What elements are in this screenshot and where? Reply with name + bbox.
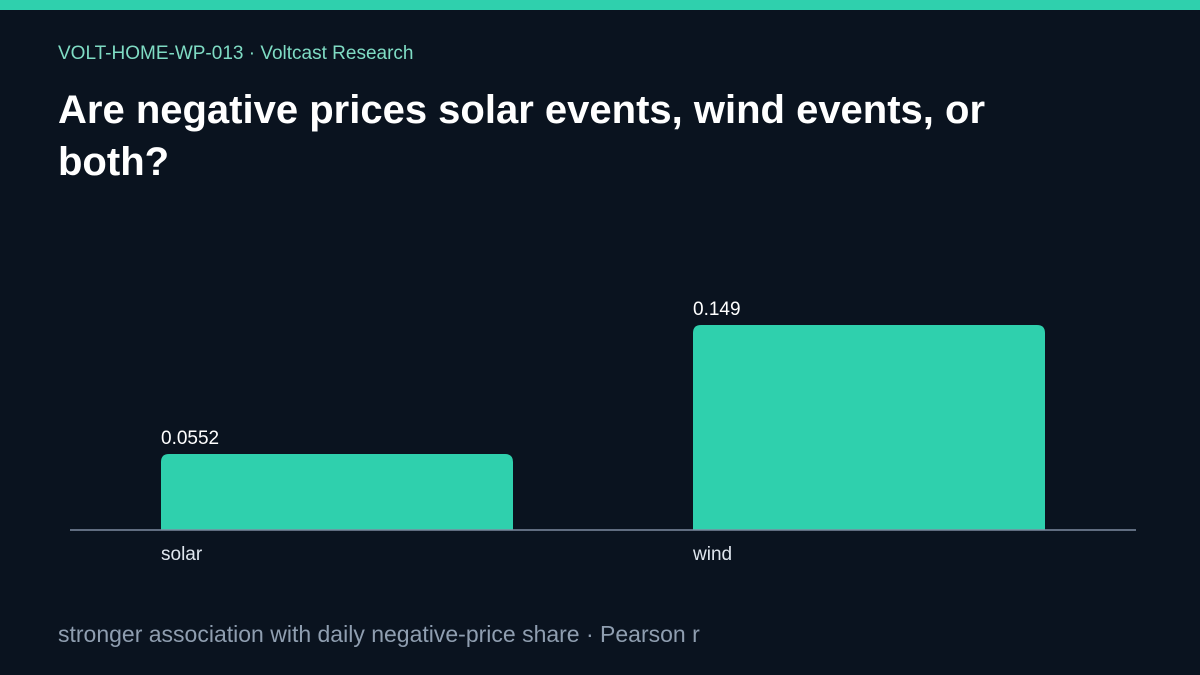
report-kicker: VOLT-HOME-WP-013 · Voltcast Research [58, 43, 414, 64]
value-label-solar: 0.0552 [161, 428, 219, 449]
value-label-wind: 0.149 [693, 299, 741, 320]
chart-title: Are negative prices solar events, wind e… [58, 88, 986, 184]
bar-wind [693, 325, 1045, 530]
labels-layer: 0.0552 solar 0.149 wind [161, 299, 741, 565]
category-label-solar: solar [161, 544, 203, 565]
bars-layer [161, 325, 1045, 530]
chart-footnote: stronger association with daily negative… [58, 621, 700, 647]
accent-top-bar [0, 0, 1200, 10]
bar-solar [161, 454, 513, 530]
category-label-wind: wind [692, 544, 732, 565]
